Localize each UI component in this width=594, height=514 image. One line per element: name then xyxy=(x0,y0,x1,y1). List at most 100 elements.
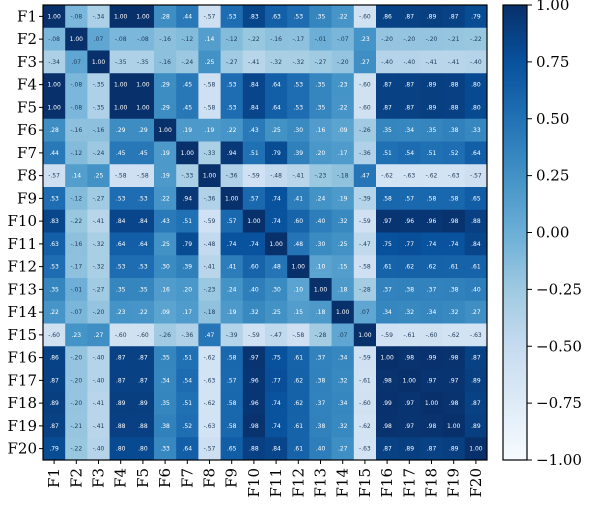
heatmap-cell xyxy=(242,27,266,51)
heatmap-cell xyxy=(353,50,377,74)
heatmap-cell xyxy=(198,73,221,97)
heatmap-cell xyxy=(198,187,221,211)
heatmap-cell xyxy=(198,346,221,370)
cell-value-label: .07 xyxy=(72,59,82,66)
colorbar: 1.00 0.75 0.50 0.25 0.00 −0.25 −0.50 −0.75 −1.00 xyxy=(502,0,582,469)
cell-value-label: .53 xyxy=(294,82,304,89)
heatmap-cell xyxy=(265,141,288,165)
cell-value-label: .60 xyxy=(249,264,259,271)
cell-value-label: -.41 xyxy=(448,59,460,66)
cell-value-label: .29 xyxy=(160,82,170,89)
heatmap-cell xyxy=(220,255,244,279)
cell-value-label: .88 xyxy=(249,446,259,453)
heatmap-cell xyxy=(442,209,466,233)
cell-value-label: -.28 xyxy=(359,286,371,293)
heatmap-cell xyxy=(220,209,244,233)
column-tick-label: F11 xyxy=(267,468,285,498)
heatmap-cell xyxy=(242,278,266,302)
cell-value-label: .35 xyxy=(49,286,59,293)
cell-value-label: .32 xyxy=(449,309,459,316)
heatmap-cell xyxy=(198,118,221,142)
cell-value-labels: 1.00 -.08 -.34 1.00 1.00 .28 .44 -.57 .53 .83 .63.… xyxy=(47,13,482,452)
cell-value-label: .57 xyxy=(227,218,237,225)
row-tick-label: F9 xyxy=(17,189,37,207)
cell-value-label: .32 xyxy=(249,309,259,316)
heatmap-cell xyxy=(331,164,355,188)
cell-value-label: .23 xyxy=(338,82,348,89)
cell-value-label: -.59 xyxy=(381,332,393,339)
heatmap-cell xyxy=(87,73,110,97)
cell-value-label: .88 xyxy=(449,82,459,89)
row-tick-label: F3 xyxy=(17,53,37,71)
heatmap-cell xyxy=(87,164,110,188)
heatmap-cell xyxy=(198,437,221,461)
heatmap-cell xyxy=(376,96,399,120)
cell-value-label: .47 xyxy=(360,173,370,180)
heatmap-cell xyxy=(376,118,399,142)
cell-value-label: .35 xyxy=(138,286,148,293)
cell-value-label: -.16 xyxy=(159,59,171,66)
cell-value-label: .87 xyxy=(405,82,415,89)
heatmap-cell xyxy=(176,232,199,256)
heatmap-cell xyxy=(265,5,288,29)
heatmap-cell xyxy=(109,73,133,97)
heatmap-cell xyxy=(131,187,155,211)
heatmap-cell xyxy=(176,346,199,370)
heatmap-cell xyxy=(43,141,66,165)
cell-value-label: -.23 xyxy=(315,173,327,180)
colorbar-tick-labels: 1.00 0.75 0.50 0.25 0.00 −0.25 −0.50 −0.75 −1.00 xyxy=(527,0,582,469)
heatmap-cell xyxy=(154,187,177,211)
cell-value-label: .64 xyxy=(183,446,193,453)
heatmap-cell xyxy=(154,437,177,461)
cell-value-label: .30 xyxy=(294,127,304,134)
cell-value-label: .87 xyxy=(427,446,437,453)
cell-value-label: -.60 xyxy=(359,104,371,111)
cell-value-label: .86 xyxy=(49,355,59,362)
heatmap-cell xyxy=(420,164,443,188)
heatmap-cell xyxy=(176,73,199,97)
heatmap-cell xyxy=(287,369,310,393)
heatmap-cell xyxy=(376,391,399,415)
heatmap-cell xyxy=(331,73,355,97)
cell-value-label: -.32 xyxy=(93,264,105,271)
heatmap-cell xyxy=(43,300,66,324)
heatmap-cell xyxy=(109,232,133,256)
heatmap-cell xyxy=(265,437,288,461)
cell-value-label: .53 xyxy=(138,195,148,202)
heatmap-cell xyxy=(220,300,244,324)
heatmap-cell xyxy=(353,255,377,279)
cell-value-label: .88 xyxy=(138,423,148,430)
heatmap-cell xyxy=(242,73,266,97)
heatmap-cell xyxy=(242,232,266,256)
cell-value-label: .80 xyxy=(116,446,126,453)
heatmap-cell xyxy=(265,164,288,188)
cell-value-label: .74 xyxy=(271,195,281,202)
row-tick-label: F12 xyxy=(8,258,38,276)
cell-value-label: 1.00 xyxy=(447,423,461,430)
cell-value-label: -.58 xyxy=(292,332,304,339)
cell-value-label: .48 xyxy=(271,264,281,271)
heatmap-cell xyxy=(87,323,110,347)
heatmap-cell xyxy=(376,141,399,165)
heatmap-cell xyxy=(176,437,199,461)
heatmap-cell xyxy=(109,50,133,74)
cell-value-label: .61 xyxy=(294,423,304,430)
cell-value-label: .34 xyxy=(427,309,437,316)
cell-value-label: -.48 xyxy=(204,241,216,248)
heatmap-cell xyxy=(109,414,133,438)
heatmap-cell xyxy=(109,118,133,142)
cell-value-label: 1.00 xyxy=(114,13,128,20)
cell-value-label: .98 xyxy=(382,377,392,384)
cell-value-label: .25 xyxy=(271,309,281,316)
heatmap-cell xyxy=(309,73,332,97)
cell-value-label: .23 xyxy=(72,332,82,339)
heatmap-cell xyxy=(420,209,443,233)
heatmap-cell xyxy=(65,437,88,461)
heatmap-cell xyxy=(309,300,332,324)
heatmap-cell xyxy=(442,414,466,438)
cell-value-label: .30 xyxy=(316,241,326,248)
cell-value-label: .87 xyxy=(471,400,481,407)
colorbar-gradient xyxy=(502,4,528,461)
heatmap-cell xyxy=(287,278,310,302)
cell-value-label: .54 xyxy=(405,150,415,157)
